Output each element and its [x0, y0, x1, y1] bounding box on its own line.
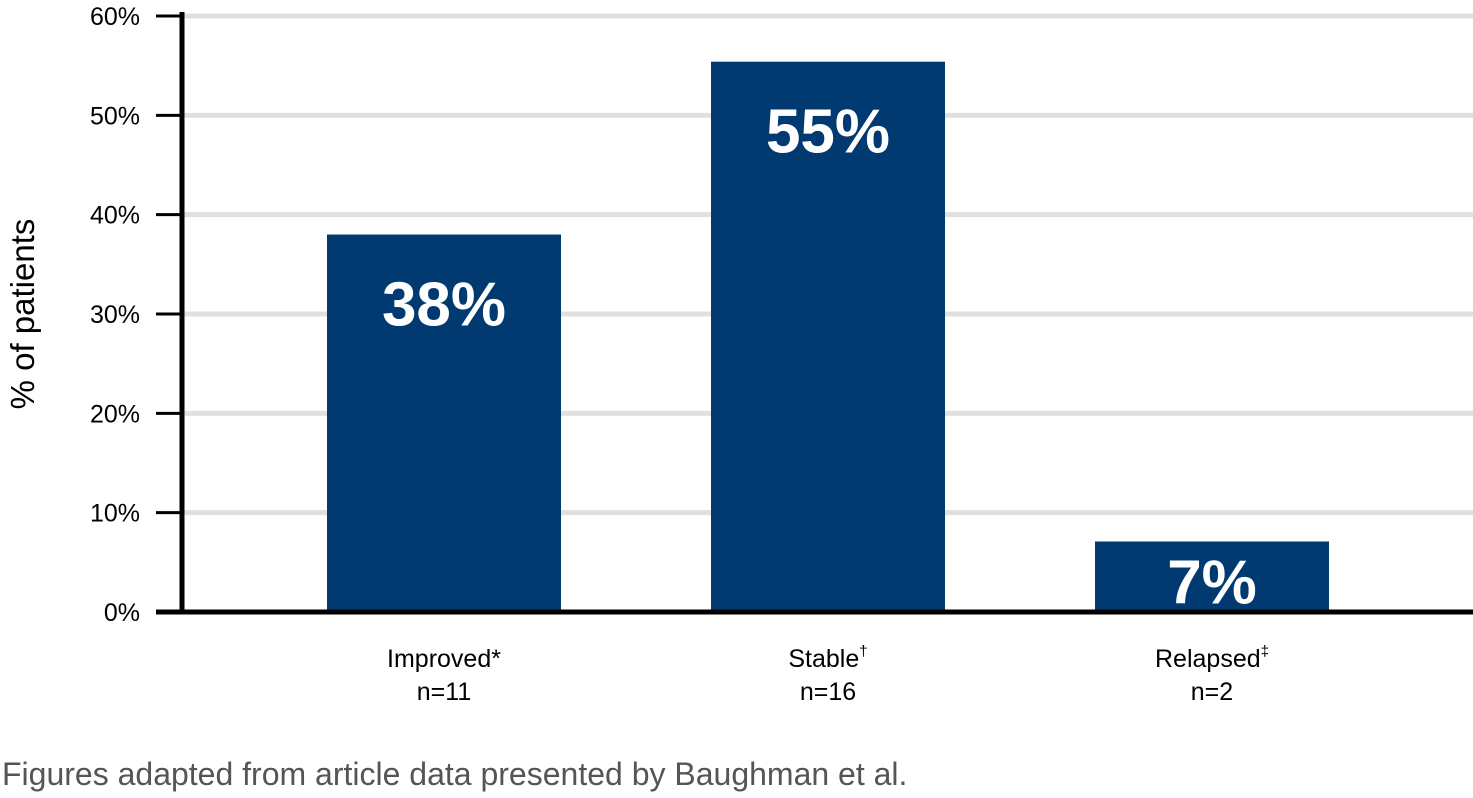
x-tick-label: Relapsed‡: [1155, 643, 1269, 673]
bar-value-label: 7%: [1167, 548, 1257, 617]
y-tick-label: 30%: [90, 301, 140, 329]
bar-chart: 38% 55% 7% 0% 10% 20% 30% 40% 50% 60% Improved* n…: [4, 3, 1473, 706]
bar: [711, 61, 945, 612]
y-tick-label: 0%: [104, 599, 140, 627]
source-caption: Figures adapted from article data presen…: [2, 756, 908, 792]
x-tick-label: Stable†: [788, 643, 867, 673]
y-tick-label: 20%: [90, 400, 140, 428]
x-tick-n-label: n=2: [1191, 678, 1233, 706]
y-tick-labels: 0% 10% 20% 30% 40% 50% 60%: [90, 3, 140, 627]
bar: [1095, 541, 1329, 612]
x-tick-n-label: n=16: [800, 678, 856, 706]
x-tick-category: Stable: [788, 645, 859, 673]
bars: 38% 55% 7%: [327, 61, 1329, 617]
y-tick-label: 60%: [90, 3, 140, 31]
y-axis-label: % of patients: [4, 219, 41, 410]
x-tick-labels: Improved* n=11 Stable† n=16 Relapsed‡ n=2: [387, 643, 1269, 706]
x-tick-category: Improved: [387, 645, 491, 673]
x-tick-footnote-mark: †: [859, 643, 867, 660]
bar-value-label: 38%: [382, 271, 506, 340]
y-tick-label: 40%: [90, 202, 140, 230]
bar: [327, 234, 561, 613]
y-tick-label: 50%: [90, 102, 140, 130]
x-tick-label: Improved*: [387, 645, 501, 673]
x-tick-footnote-mark: *: [491, 645, 501, 673]
x-tick-n-label: n=11: [417, 678, 471, 706]
y-tick-label: 10%: [90, 500, 140, 528]
bar-value-label: 55%: [766, 98, 890, 167]
x-tick-category: Relapsed: [1155, 645, 1261, 673]
x-tick-footnote-mark: ‡: [1261, 643, 1269, 660]
axes: [156, 12, 1473, 615]
